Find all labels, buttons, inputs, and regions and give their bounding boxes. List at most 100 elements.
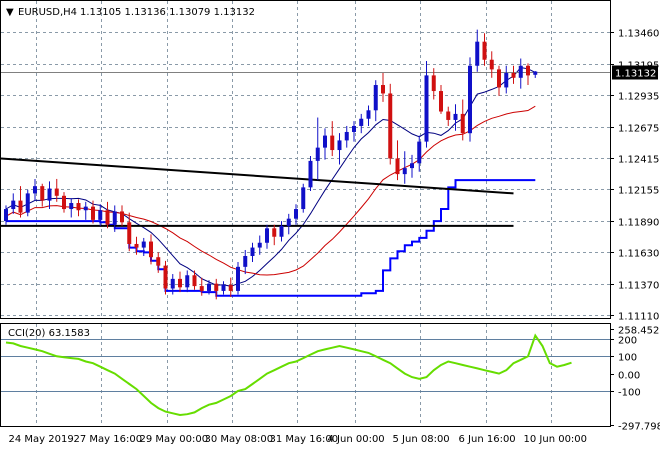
candle-body [366, 110, 371, 119]
candle-body [62, 195, 66, 210]
candle-body [11, 200, 16, 210]
time-tick-label: 31 May 16:00 [270, 434, 339, 445]
candle-body [214, 283, 219, 291]
time-tick-label: 27 May 16:00 [74, 434, 143, 445]
candle-body [221, 284, 226, 291]
candle-body [439, 91, 443, 112]
candle-body [475, 41, 480, 66]
candle-body [47, 188, 52, 201]
candle-body [156, 257, 161, 266]
candle-body [526, 65, 530, 76]
candle-body [76, 203, 81, 211]
candle-body [40, 186, 45, 201]
candle-body [453, 113, 458, 120]
candle-body [511, 72, 516, 78]
cci-label: CCI(20) 63.1583 [8, 328, 90, 339]
candle-body [431, 75, 436, 92]
candle-body [69, 203, 74, 210]
price-tick-label: 1.12675 [618, 124, 659, 135]
candle-body [460, 113, 465, 134]
candle-body [178, 278, 182, 288]
candle-body [373, 85, 378, 111]
candle-body [323, 135, 327, 148]
time-tick-label: 10 Jun 00:00 [524, 434, 588, 445]
candle-body [192, 275, 197, 287]
candle-body [533, 71, 538, 75]
fast-ma-line [5, 67, 536, 287]
candle-body [91, 206, 95, 220]
candle-body [424, 75, 429, 142]
time-tick-label: 30 May 08:00 [205, 434, 274, 445]
chart-menu-icon[interactable]: ▼ [6, 7, 14, 18]
candle-body [33, 186, 37, 194]
indicator-frame [0, 323, 611, 427]
candle-body [402, 168, 407, 175]
cci-tick-label: -100 [618, 388, 641, 399]
cci-tick-label: 200 [618, 336, 637, 347]
main-chart-frame [0, 0, 611, 319]
candle-body [141, 241, 146, 248]
candle-body [468, 65, 472, 134]
candle-body [228, 284, 233, 291]
candle-body [127, 222, 132, 244]
candle-body [112, 211, 117, 225]
price-tick-label: 1.12935 [618, 92, 659, 103]
candle-body [279, 225, 284, 237]
grid-lines [1, 1, 610, 426]
candle-body [337, 140, 342, 151]
candle-body [199, 286, 204, 291]
time-tick-label: 29 May 00:00 [140, 434, 209, 445]
candle-body [25, 193, 30, 213]
candle-body [388, 93, 393, 159]
cci-tick-label: 0.00 [618, 371, 640, 382]
candle-body [98, 210, 103, 220]
price-tick-label: 1.13460 [618, 29, 659, 40]
candle-body [489, 59, 494, 70]
candle-body [330, 135, 335, 151]
cci-line [5, 333, 572, 417]
candles [4, 29, 538, 300]
time-tick-label: 4 Jun 00:00 [328, 434, 385, 445]
candle-body [352, 125, 356, 132]
candle-body [163, 265, 168, 289]
candle-body [286, 218, 291, 226]
candle-body [410, 163, 414, 169]
candle-body [250, 247, 255, 256]
candle-body [446, 111, 451, 120]
candle-body [120, 211, 124, 223]
candle-body [359, 118, 364, 126]
candle-body [308, 160, 313, 188]
candle-body [497, 69, 501, 88]
price-tick-label: 1.11110 [618, 312, 659, 323]
candle-body [504, 72, 509, 88]
current-price-box [612, 65, 658, 80]
symbol-timeframe: EURUSD,H4 [18, 7, 77, 18]
current-price-label: 1.13132 [615, 69, 656, 80]
candle-body [257, 242, 262, 248]
candle-body [54, 188, 59, 196]
price-axis: 1.134601.131951.129351.126751.124151.121… [610, 29, 660, 433]
candle-body [149, 241, 153, 258]
donchian-lower-band [6, 179, 536, 297]
cci-tick-label: -297.7985 [618, 422, 660, 433]
price-tick-label: 1.11370 [618, 281, 659, 292]
candle-body [381, 85, 385, 94]
price-tick-label: 1.11630 [618, 249, 659, 260]
candle-body [482, 41, 487, 60]
candle-body [207, 283, 211, 291]
candle-body [294, 209, 298, 219]
candle-body [272, 228, 277, 237]
candle-body [518, 65, 523, 78]
price-tick-label: 1.11890 [618, 218, 659, 229]
candle-body [315, 147, 320, 161]
cci-tick-label: 100 [618, 353, 637, 364]
candle-body [265, 228, 269, 243]
candle-body [236, 266, 240, 291]
candle-body [301, 187, 306, 210]
price-tick-label: 1.12415 [618, 155, 659, 166]
candle-body [4, 209, 8, 222]
candle-body [83, 206, 88, 211]
